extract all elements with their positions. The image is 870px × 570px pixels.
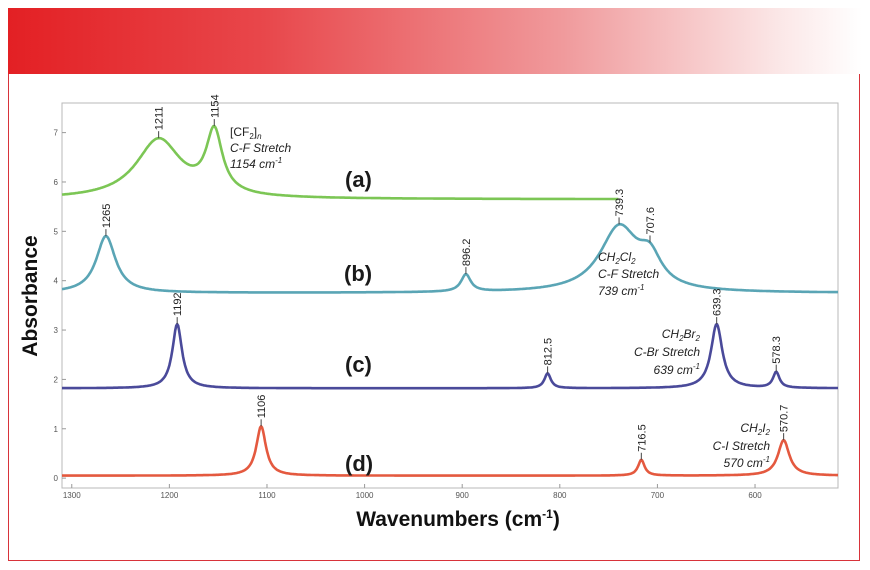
peak-label-d-1: 716.5 [636, 424, 648, 452]
annotation-c-compound: CH2Br2 [662, 327, 701, 343]
y-tick-label-3: 3 [54, 326, 59, 335]
trace-label-a: (a) [345, 167, 372, 192]
x-axis-title: Wavenumbers (cm-1) [356, 507, 560, 531]
y-tick-label-6: 6 [54, 178, 59, 187]
trace-label-c: (c) [345, 352, 372, 377]
y-tick-label-1: 1 [54, 425, 59, 434]
trace-b [61, 222, 839, 294]
x-tick-label-7: 600 [748, 491, 762, 500]
peak-labels: 1211 1154 1265 896.2 739.3 707.6 1192 812.5 639.… [101, 94, 791, 460]
x-tick-label-2: 1100 [258, 491, 276, 500]
peak-label-c-1: 812.5 [543, 338, 555, 366]
annotation-a-line1: C-F Stretch [230, 141, 291, 155]
spectral-traces [61, 124, 839, 477]
annotation-d-line2: 570 cm-1 [724, 455, 770, 470]
y-tick-label-2: 2 [54, 375, 59, 384]
annotation-d-compound: CH2I2 [740, 421, 770, 437]
peak-label-b-0: 1265 [101, 204, 113, 228]
header-banner [8, 8, 862, 74]
y-tick-label-0: 0 [54, 474, 59, 483]
y-tick-label-7: 7 [54, 129, 59, 138]
trace-label-b: (b) [344, 261, 372, 286]
y-tick-label-4: 4 [54, 277, 59, 286]
peak-label-a-0: 1211 [154, 107, 166, 131]
annotation-d-line1: C-I Stretch [713, 439, 771, 453]
x-tick-label-4: 900 [456, 491, 470, 500]
peak-label-a-1: 1154 [209, 94, 221, 118]
annotation-c-line2: 639 cm-1 [654, 362, 700, 377]
x-tick-label-1: 1200 [160, 491, 178, 500]
trace-a [61, 124, 619, 201]
plot-area-border [61, 102, 839, 489]
x-tick-label-5: 800 [553, 491, 567, 500]
peak-label-c-3: 578.3 [771, 336, 783, 364]
peak-label-c-0: 1192 [172, 292, 184, 316]
y-axis-title: Absorbance [19, 235, 42, 356]
trace-c [61, 322, 839, 390]
annotation-b-line2: 739 cm-1 [598, 283, 644, 298]
peak-label-d-0: 1106 [256, 395, 268, 419]
peak-label-b-3: 707.6 [645, 207, 657, 235]
peak-label-d-2: 570.7 [779, 405, 791, 433]
x-tick-label-0: 1300 [63, 491, 81, 500]
trace-d [61, 425, 839, 477]
x-tick-label-3: 1000 [356, 491, 374, 500]
annotation-b-line1: C-F Stretch [598, 267, 659, 281]
x-tick-label-6: 700 [651, 491, 665, 500]
annotation-c-line1: C-Br Stretch [634, 345, 700, 359]
peak-label-b-2: 739.3 [614, 189, 626, 217]
figure-frame [8, 74, 860, 561]
annotation-a-line2: 1154 cm-1 [230, 156, 282, 171]
annotation-b-compound: CH2Cl2 [598, 250, 636, 266]
trace-label-d: (d) [345, 451, 373, 476]
peak-label-c-2: 639.3 [712, 288, 724, 316]
axis-ticks: 1300 1200 1100 1000 900 800 700 600 0 1 2 3 4 5 6 7 [54, 129, 763, 500]
y-tick-label-5: 5 [54, 227, 59, 236]
peak-label-b-1: 896.2 [461, 239, 473, 267]
annotation-a-compound: [CF2]n [230, 125, 262, 141]
